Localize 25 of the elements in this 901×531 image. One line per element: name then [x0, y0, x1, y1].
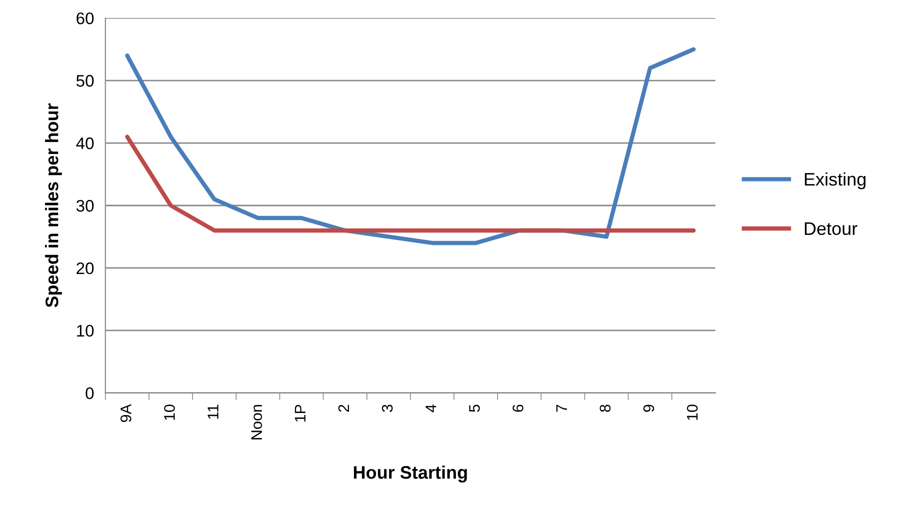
- x-tick-label: 2: [338, 404, 349, 412]
- x-tick-label: 5: [469, 404, 480, 412]
- y-tick-label: 40: [76, 137, 94, 150]
- x-tick-label: 1P: [294, 404, 306, 422]
- x-tick-label: 9: [643, 404, 654, 412]
- x-tick-label: 10: [686, 404, 698, 420]
- y-tick-label: 20: [76, 262, 94, 274]
- x-tick-label: 6: [512, 404, 524, 412]
- y-tick-label: 30: [76, 200, 94, 212]
- x-tick-label: 7: [556, 404, 567, 412]
- x-tick-label: 3: [382, 404, 393, 412]
- x-tick-label: 11: [208, 404, 218, 419]
- x-tick-label: Noon: [251, 405, 262, 440]
- x-tick-label: 4: [426, 404, 436, 412]
- x-tick-label: 8: [600, 404, 611, 412]
- legend-label: Existing: [804, 172, 866, 190]
- y-tick-label: 10: [77, 324, 94, 337]
- legend-label: Detour: [804, 222, 858, 236]
- y-tick-label: 60: [76, 12, 94, 24]
- y-axis-title: Speed in miles per hour: [45, 103, 62, 308]
- x-axis-title: Hour Starting: [354, 466, 467, 482]
- x-tick-label: 9A: [120, 404, 132, 422]
- y-tick-label: 0: [86, 387, 94, 400]
- x-tick-label: 10: [164, 404, 175, 420]
- y-tick-label: 50: [76, 74, 94, 87]
